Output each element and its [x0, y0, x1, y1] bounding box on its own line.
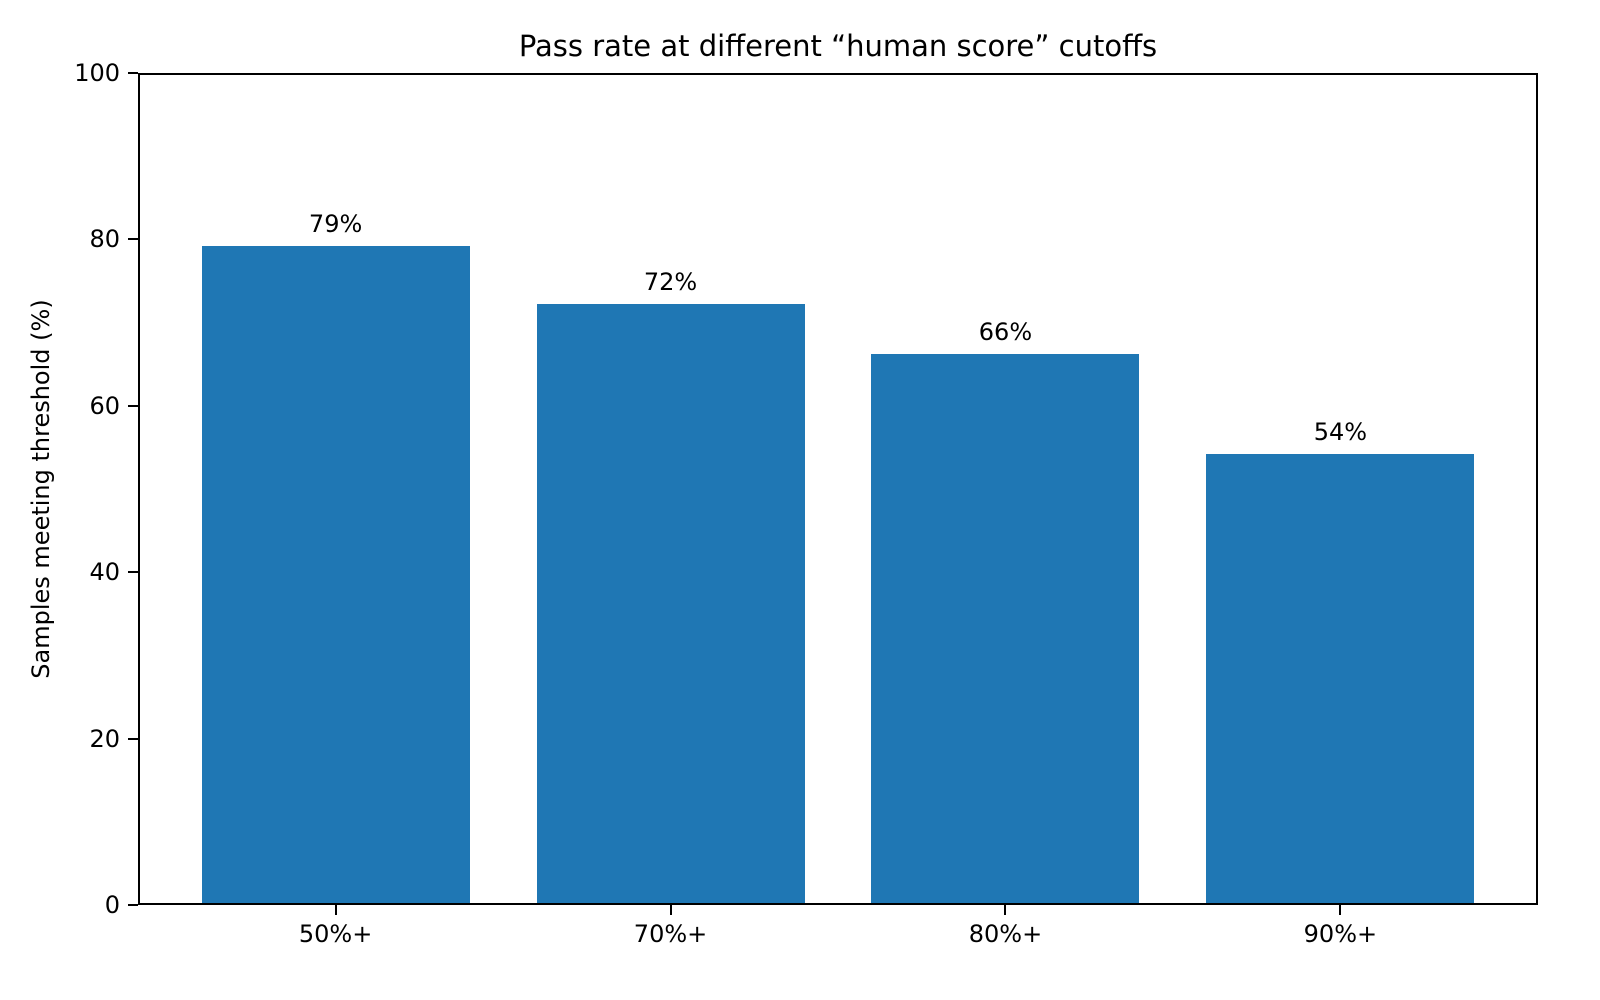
- y-tick-label: 80: [89, 225, 120, 254]
- y-tick-label: 100: [74, 59, 120, 87]
- y-tick-label: 0: [104, 891, 120, 919]
- x-tick-label: 80%+: [968, 920, 1043, 948]
- y-tick-label: 40: [89, 558, 120, 587]
- y-axis-label: Samples meeting threshold (%): [27, 299, 55, 679]
- y-tick-mark: [128, 904, 138, 906]
- x-tick-label: 90%+: [1303, 920, 1378, 948]
- bar-80: [871, 353, 1140, 903]
- y-tick-mark: [128, 571, 138, 574]
- y-tick-mark: [128, 737, 138, 740]
- x-tick-mark: [1339, 905, 1342, 915]
- x-tick-mark: [1004, 905, 1007, 915]
- x-tick-mark: [669, 905, 672, 915]
- x-tick-mark: [334, 905, 337, 915]
- bar-value-label: 54%: [1313, 417, 1368, 446]
- plot-area: [138, 73, 1538, 905]
- y-tick-mark: [128, 404, 138, 407]
- x-tick-label: 50%+: [298, 920, 373, 948]
- bar-value-label: 79%: [308, 209, 363, 238]
- bar-90: [1206, 453, 1475, 903]
- bar-50: [201, 245, 470, 903]
- y-tick-label: 60: [89, 391, 120, 420]
- chart-title: Pass rate at different “human score” cut…: [518, 29, 1158, 63]
- x-tick-label: 70%+: [633, 920, 708, 948]
- y-tick-label: 20: [89, 724, 120, 753]
- y-tick-mark: [128, 72, 138, 74]
- bar-value-label: 72%: [643, 267, 698, 296]
- bar-value-label: 66%: [978, 317, 1033, 346]
- y-tick-mark: [128, 238, 138, 241]
- bar-70: [536, 303, 805, 903]
